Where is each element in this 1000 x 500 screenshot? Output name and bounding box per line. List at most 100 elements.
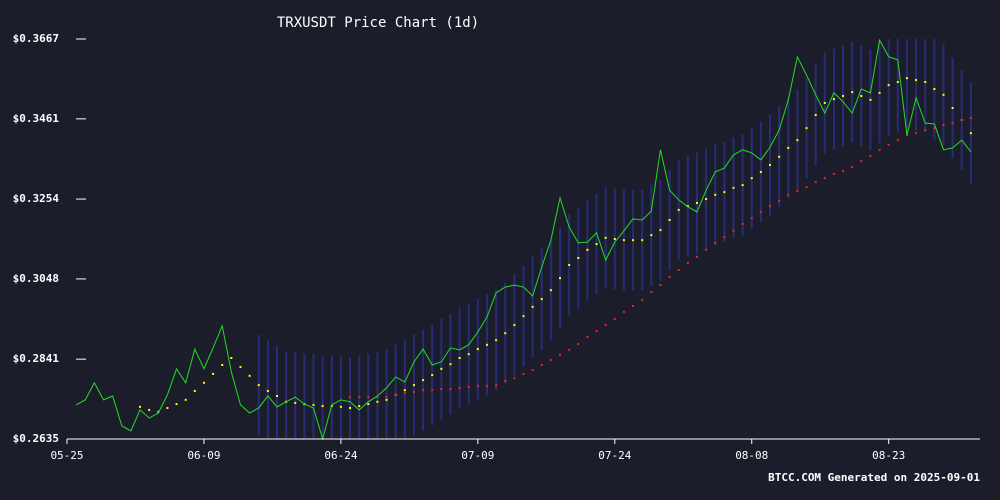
ma-dot <box>769 163 772 166</box>
ma-dot <box>622 310 625 313</box>
ma-dot <box>915 79 918 82</box>
ma-dot <box>321 405 324 408</box>
ma-dot <box>750 177 753 180</box>
x-tick-label: 06-09 <box>187 449 220 462</box>
ma-dot <box>650 234 653 237</box>
ma-dot <box>796 139 799 142</box>
x-tick-label: 07-24 <box>598 449 631 462</box>
ma-dot <box>613 317 616 320</box>
ma-dot <box>504 379 507 382</box>
ma-dot <box>759 170 762 173</box>
ma-dot <box>504 332 507 335</box>
ma-dot <box>431 374 434 377</box>
ma-dot <box>175 403 178 406</box>
ma-dot <box>887 143 890 146</box>
ma-dot <box>769 205 772 208</box>
ma-dot <box>960 119 963 122</box>
ma-dot <box>604 324 607 327</box>
ma-dot <box>577 256 580 259</box>
ma-dot <box>933 127 936 130</box>
ma-dot <box>860 160 863 163</box>
ma-dot <box>522 315 525 318</box>
ma-dot <box>887 84 890 87</box>
ma-dot <box>422 379 425 382</box>
ma-dot <box>860 94 863 97</box>
y-tick-label: $0.3667 <box>13 32 59 45</box>
ma-dot <box>531 305 534 308</box>
ma-dot <box>924 129 927 132</box>
ma-dot <box>540 298 543 301</box>
ma-dot <box>723 191 726 194</box>
ma-dot <box>559 277 562 280</box>
ma-dot <box>842 94 845 97</box>
ma-dot <box>686 205 689 208</box>
ma-dot <box>668 275 671 278</box>
ma-dot <box>467 353 470 356</box>
ma-dot <box>595 329 598 332</box>
ma-dot <box>613 238 616 240</box>
y-tick-label: $0.3461 <box>13 112 60 125</box>
ma-dot <box>531 369 534 372</box>
ma-dot <box>896 139 899 142</box>
ma-dot <box>139 405 142 408</box>
ma-dot <box>659 284 662 287</box>
ma-dot <box>823 101 826 104</box>
ma-dot <box>495 339 498 342</box>
ma-dot <box>440 388 443 390</box>
series-layer <box>75 38 972 441</box>
ma-dot <box>823 177 826 180</box>
ma-dot <box>385 396 388 399</box>
ma-dot <box>951 122 954 125</box>
ma-dot <box>476 384 479 387</box>
ma-dot <box>622 239 625 242</box>
ma-dot <box>695 255 698 258</box>
ma-dot <box>668 219 671 222</box>
ma-dot <box>714 241 717 244</box>
ma-dot <box>869 98 872 101</box>
ma-dot <box>513 377 516 380</box>
ma-dot <box>221 363 224 366</box>
ma-dot <box>686 262 689 265</box>
ma-dot <box>549 358 552 361</box>
ma-dot <box>458 386 461 389</box>
ma-dot <box>759 210 762 213</box>
ma-dot <box>632 305 635 308</box>
ma-dot <box>495 384 498 387</box>
y-tick-label: $0.2841 <box>13 352 60 365</box>
ma-dot <box>659 229 662 232</box>
ma-dot <box>969 117 972 120</box>
ma-dot <box>148 408 151 411</box>
ma-dot <box>394 393 397 396</box>
ma-dot <box>632 239 635 242</box>
x-tick-label: 05-25 <box>50 449 83 462</box>
ma-dot <box>184 398 187 401</box>
ma-dot <box>778 200 781 203</box>
ma-dot <box>787 146 790 149</box>
ma-dot <box>915 132 918 135</box>
ma-dot <box>951 106 954 109</box>
ma-dot <box>449 388 452 390</box>
ma-dot <box>358 396 361 399</box>
ma-dot <box>933 88 936 90</box>
ma-dot <box>677 208 680 211</box>
ma-dot <box>485 384 488 387</box>
y-tick-label: $0.3254 <box>13 192 60 205</box>
ma-dot <box>650 291 653 294</box>
ma-dot <box>705 198 708 201</box>
ma-dot <box>412 391 415 394</box>
footer: BTCC.COM Generated on 2025-09-01 <box>768 471 980 484</box>
ma-dot <box>577 343 580 346</box>
ma-dot <box>732 229 735 232</box>
price-line <box>75 38 972 441</box>
ma-dot <box>248 374 251 377</box>
ma-dot <box>878 148 881 151</box>
ma-dot <box>166 406 169 409</box>
ma-dot <box>905 77 908 80</box>
ma-dot <box>814 113 817 116</box>
ma-dot <box>568 348 571 351</box>
ma-dot <box>641 239 644 242</box>
ma-dot <box>412 384 415 387</box>
ma-dot <box>805 186 808 189</box>
ma-dot <box>275 394 278 397</box>
